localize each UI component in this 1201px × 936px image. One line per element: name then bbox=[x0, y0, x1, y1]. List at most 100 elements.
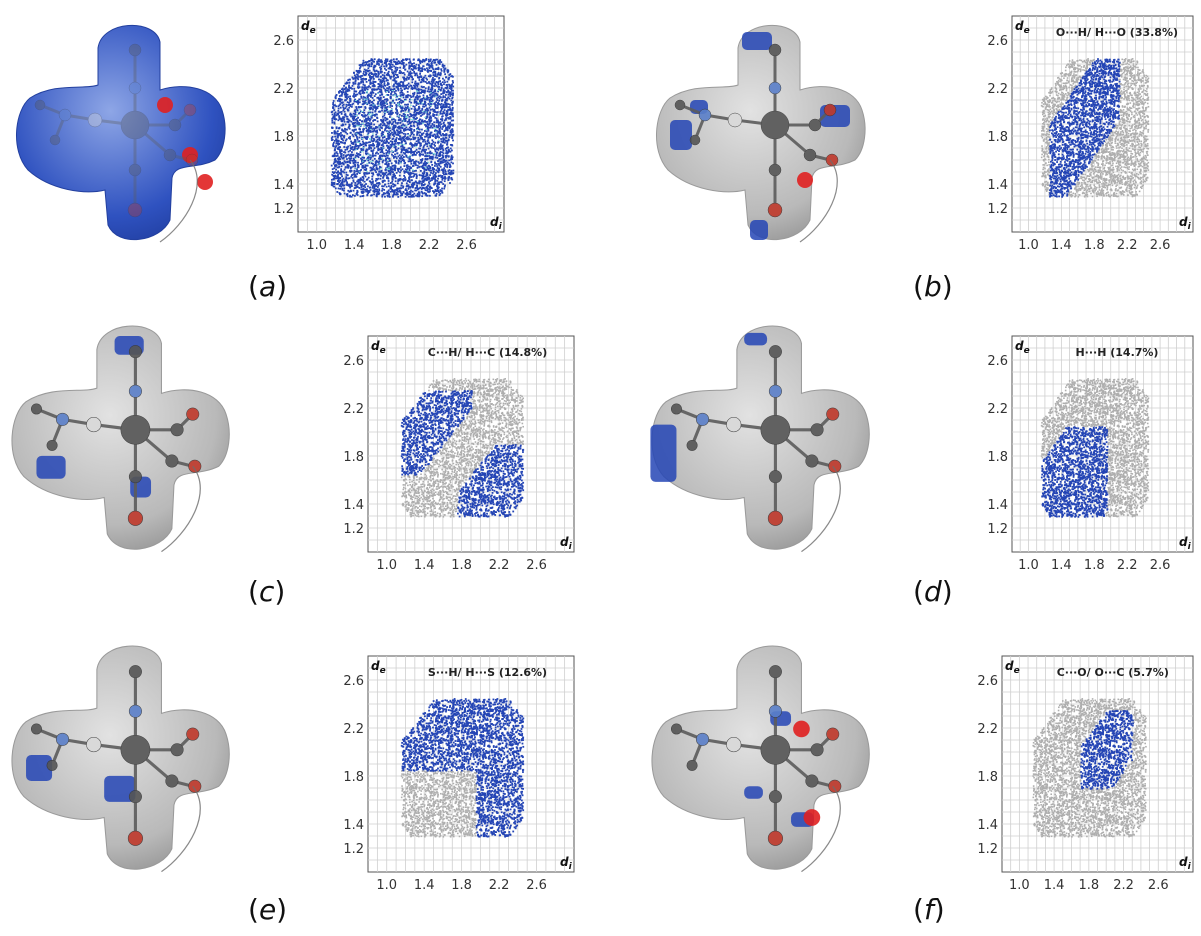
atom bbox=[183, 103, 197, 117]
contact-patch bbox=[650, 424, 677, 482]
x-tick-label: 2.6 bbox=[526, 878, 547, 893]
x-tick-label: 1.0 bbox=[1018, 558, 1039, 573]
surface-shape bbox=[656, 24, 866, 241]
plot-grid bbox=[1012, 16, 1193, 232]
y-tick-label: 1.2 bbox=[273, 202, 294, 217]
atom bbox=[803, 148, 817, 162]
atom bbox=[805, 454, 819, 468]
atom bbox=[760, 734, 791, 765]
hirshfeld-surface-ch bbox=[5, 310, 245, 560]
x-tick-label: 2.6 bbox=[456, 238, 477, 253]
highlighted-points bbox=[400, 698, 525, 838]
surface-shape bbox=[11, 325, 230, 550]
background-points bbox=[1032, 698, 1147, 838]
atom bbox=[186, 407, 200, 421]
surface-shape bbox=[651, 325, 870, 550]
atom bbox=[826, 407, 840, 421]
atom bbox=[726, 417, 742, 433]
atom bbox=[127, 510, 143, 526]
atom bbox=[760, 110, 790, 140]
atom bbox=[768, 704, 782, 718]
atom bbox=[826, 727, 840, 741]
hirshfeld-surface-sh bbox=[5, 630, 245, 880]
fingerprint-plot-c: 1.0 1.4 1.8 2.2 2.61.21.41.82.22.6dediC···H/… bbox=[343, 335, 575, 573]
atom bbox=[695, 412, 710, 426]
highlighted-points bbox=[1049, 58, 1121, 198]
fingerprint-plot-e: 1.0 1.4 1.8 2.2 2.61.21.41.82.22.6dediS···H/… bbox=[343, 655, 575, 893]
atom bbox=[128, 43, 142, 57]
background-points bbox=[1040, 378, 1150, 518]
contact-patch bbox=[744, 786, 763, 799]
ball-and-stick-model bbox=[670, 345, 842, 526]
y-tick-label: 2.6 bbox=[343, 354, 364, 369]
atom bbox=[760, 414, 791, 445]
molecule-svg bbox=[11, 325, 230, 553]
ball-and-stick-model bbox=[674, 43, 839, 218]
surface-shape bbox=[16, 24, 226, 241]
background-points bbox=[400, 770, 478, 838]
y-tick-label: 1.4 bbox=[987, 498, 1008, 513]
atom bbox=[30, 723, 42, 735]
close-contact-spot bbox=[803, 809, 821, 826]
y-tick-label: 2.2 bbox=[343, 402, 364, 417]
contact-patch bbox=[744, 332, 768, 346]
y-tick-label: 1.8 bbox=[977, 770, 998, 785]
atom bbox=[810, 423, 824, 437]
hirshfeld-surface-co bbox=[645, 630, 885, 880]
x-tick-label: 1.8 bbox=[1084, 558, 1105, 573]
plot-title: C···O/ O···C (5.7%) bbox=[1057, 666, 1169, 679]
x-tick-label: 2.6 bbox=[1148, 878, 1169, 893]
atom bbox=[55, 732, 70, 746]
atom bbox=[695, 732, 710, 746]
close-contact-spot bbox=[197, 174, 213, 190]
atom bbox=[768, 665, 782, 679]
x-tick-label: 1.8 bbox=[1084, 238, 1105, 253]
x-tick-label: 1.0 bbox=[1009, 878, 1030, 893]
atom bbox=[670, 723, 682, 735]
atom bbox=[805, 774, 819, 788]
close-contact-spot bbox=[157, 97, 173, 113]
atom bbox=[128, 81, 142, 95]
y-tick-label: 1.4 bbox=[343, 498, 364, 513]
y-tick-label: 2.2 bbox=[977, 722, 998, 737]
x-tick-label: 2.2 bbox=[1113, 878, 1134, 893]
atom bbox=[49, 134, 61, 146]
surface-shape bbox=[11, 645, 230, 870]
molecule-svg bbox=[651, 645, 870, 873]
atom bbox=[674, 99, 686, 111]
atom bbox=[128, 790, 142, 804]
atom bbox=[825, 153, 839, 167]
atom bbox=[823, 103, 837, 117]
atom bbox=[768, 384, 782, 398]
atom bbox=[163, 148, 177, 162]
atom bbox=[127, 202, 143, 218]
atom bbox=[808, 118, 822, 132]
atom bbox=[86, 417, 102, 433]
y-tick-label: 2.6 bbox=[273, 34, 294, 49]
close-contact-spot bbox=[182, 147, 198, 163]
x-tick-label: 2.6 bbox=[1150, 558, 1171, 573]
atom bbox=[689, 134, 701, 146]
x-tick-label: 1.8 bbox=[381, 238, 402, 253]
panel-caption-d: (d) bbox=[913, 575, 953, 608]
ball-and-stick-model bbox=[30, 665, 202, 846]
atom bbox=[128, 384, 142, 398]
fingerprint-plot-b: 1.0 1.4 1.8 2.2 2.61.21.41.82.22.6dediO···H/… bbox=[987, 15, 1194, 253]
atom bbox=[767, 510, 783, 526]
highlighted-points bbox=[330, 58, 455, 198]
y-tick-label: 2.6 bbox=[977, 674, 998, 689]
molecule-svg bbox=[16, 24, 226, 243]
x-tick-label: 1.0 bbox=[306, 238, 327, 253]
x-tick-label: 2.2 bbox=[1117, 238, 1138, 253]
x-tick-label: 1.0 bbox=[1018, 238, 1039, 253]
atom bbox=[165, 774, 179, 788]
plot-title: S···H/ H···S (12.6%) bbox=[428, 666, 547, 679]
hirshfeld-surface-hh bbox=[645, 310, 885, 560]
y-tick-label: 1.2 bbox=[343, 522, 364, 537]
molecule-svg bbox=[656, 24, 866, 243]
contact-patch bbox=[36, 455, 66, 479]
atom bbox=[168, 118, 182, 132]
atom bbox=[30, 403, 42, 415]
hirshfeld-surface-dnorm bbox=[5, 10, 245, 250]
panel-caption-e: (e) bbox=[248, 893, 287, 926]
